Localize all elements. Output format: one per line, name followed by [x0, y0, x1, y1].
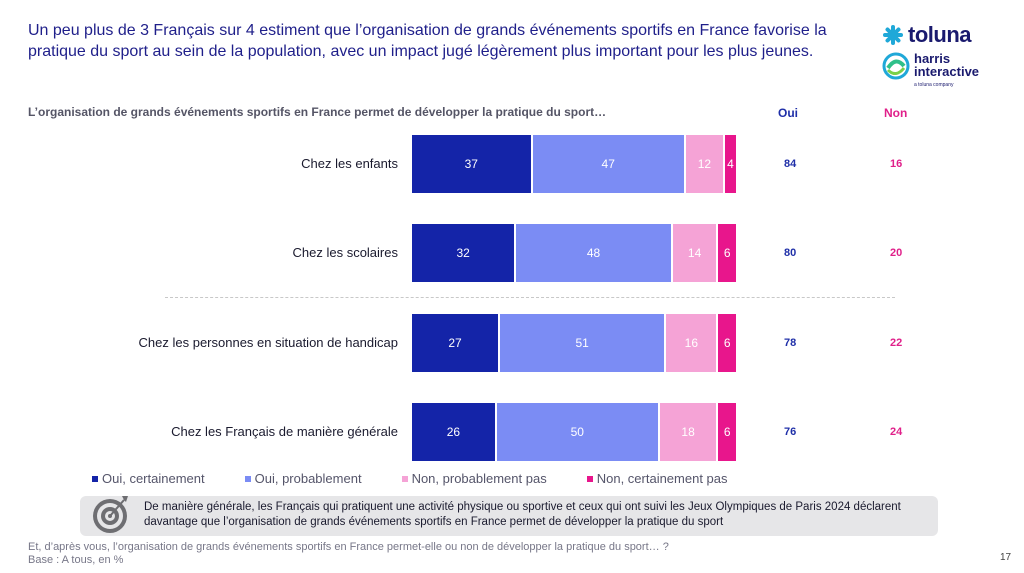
bar-segment: 32 — [412, 224, 515, 282]
bar-segment: 6 — [718, 403, 736, 461]
bar-segment: 18 — [659, 403, 717, 461]
bar-segment: 4 — [724, 135, 736, 193]
legend-label: Non, probablement pas — [411, 471, 547, 486]
logo-brand: toluna — [908, 22, 972, 47]
legend-item: Oui, certainement — [92, 471, 205, 486]
total-non: 16 — [890, 158, 903, 170]
total-non: 20 — [890, 247, 903, 259]
page-number: 17 — [1000, 552, 1012, 563]
legend-swatch — [401, 475, 408, 482]
total-oui: 78 — [784, 337, 797, 349]
category-label: Chez les enfants — [301, 156, 398, 171]
target-icon — [93, 496, 128, 533]
bar-segment: 6 — [718, 224, 736, 282]
legend-label: Oui, certainement — [102, 471, 205, 486]
legend-item: Oui, probablement — [244, 471, 362, 486]
column-header-oui: Oui — [778, 106, 798, 120]
harris-swirl-icon — [882, 52, 910, 80]
question-label: L’organisation de grands événements spor… — [28, 105, 607, 119]
total-oui: 84 — [784, 158, 797, 170]
total-oui: 80 — [784, 247, 797, 259]
legend-swatch — [244, 475, 251, 482]
column-header-non: Non — [884, 106, 908, 120]
bar-segment: 51 — [500, 314, 665, 372]
legend-label: Oui, probablement — [254, 471, 362, 486]
bar-segment: 37 — [412, 135, 531, 193]
bar-segment: 6 — [718, 314, 736, 372]
category-label: Chez les Français de manière générale — [171, 424, 398, 439]
footnote-base: Base : A tous, en % — [28, 554, 124, 566]
logo-tagline: a toluna company — [914, 82, 954, 88]
total-non: 24 — [890, 426, 903, 438]
legend-swatch — [586, 475, 593, 482]
bar-segment: 48 — [516, 224, 671, 282]
headline: Un peu plus de 3 Français sur 4 estiment… — [28, 22, 827, 60]
category-label: Chez les scolaires — [292, 245, 399, 260]
total-oui: 76 — [784, 426, 797, 438]
note-box: De manière générale, les Français qui pr… — [80, 496, 938, 536]
divider — [165, 297, 895, 298]
legend-item: Non, probablement pas — [401, 471, 547, 486]
legend-swatch — [92, 475, 98, 482]
legend-label: Non, certainement pas — [596, 471, 728, 486]
bar-segment: 16 — [666, 314, 717, 372]
bar-segment: 26 — [412, 403, 495, 461]
toluna-asterisk-icon — [883, 25, 903, 45]
footnote-question: Et, d’après vous, l’organisation de gran… — [28, 541, 669, 553]
bar-segment: 12 — [685, 135, 723, 193]
logo: toluna harris interactive a toluna compan… — [882, 22, 1002, 88]
total-non: 22 — [890, 337, 903, 349]
bar-segment: 14 — [672, 224, 717, 282]
logo-sub: harris interactive — [914, 51, 980, 79]
legend: Oui, certainement Oui, probablement Non, p… — [92, 471, 728, 486]
category-label: Chez les personnes en situation de handi… — [138, 335, 398, 350]
note-text: De manière générale, les Français qui pr… — [144, 501, 901, 528]
footnote: Et, d’après vous, l’organisation de gran… — [28, 541, 669, 567]
bar-segment: 47 — [532, 135, 684, 193]
bar-segment: 50 — [496, 403, 658, 461]
legend-item: Non, certainement pas — [586, 471, 728, 486]
bar-segment: 27 — [412, 314, 499, 372]
